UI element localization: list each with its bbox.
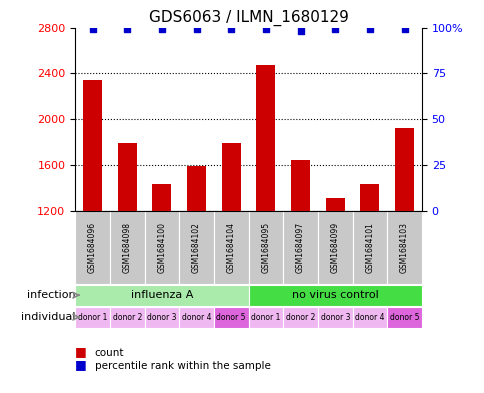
- Bar: [213, 307, 248, 328]
- Text: GSM1684100: GSM1684100: [157, 222, 166, 273]
- Text: influenza A: influenza A: [130, 290, 193, 300]
- Bar: [144, 211, 179, 284]
- Bar: [386, 211, 421, 284]
- Text: individual: individual: [21, 312, 75, 322]
- Bar: [256, 65, 275, 211]
- Bar: [352, 211, 386, 284]
- Text: GSM1684098: GSM1684098: [122, 222, 132, 273]
- Bar: [283, 307, 318, 328]
- Bar: [283, 211, 318, 284]
- Bar: [221, 143, 240, 211]
- Bar: [213, 211, 248, 284]
- Bar: [75, 307, 109, 328]
- Text: ■: ■: [75, 358, 87, 371]
- Text: no virus control: no virus control: [291, 290, 378, 300]
- Bar: [352, 307, 386, 328]
- Bar: [318, 307, 352, 328]
- Text: GSM1684102: GSM1684102: [192, 222, 201, 273]
- Text: donor 2: donor 2: [285, 313, 315, 321]
- Text: GSM1684095: GSM1684095: [261, 222, 270, 273]
- Bar: [360, 184, 378, 211]
- Bar: [386, 307, 421, 328]
- Bar: [179, 211, 213, 284]
- Text: ■: ■: [75, 345, 87, 358]
- Bar: [248, 307, 283, 328]
- Bar: [394, 129, 413, 211]
- Text: donor 5: donor 5: [389, 313, 419, 321]
- Bar: [318, 211, 352, 284]
- Bar: [75, 211, 109, 284]
- Bar: [109, 211, 144, 284]
- Bar: [290, 160, 309, 211]
- Text: GSM1684101: GSM1684101: [364, 222, 374, 273]
- Bar: [187, 166, 206, 211]
- Title: GDS6063 / ILMN_1680129: GDS6063 / ILMN_1680129: [148, 10, 348, 26]
- Bar: [248, 211, 283, 284]
- Text: donor 4: donor 4: [354, 313, 384, 321]
- Text: GSM1684097: GSM1684097: [295, 222, 304, 273]
- Text: count: count: [94, 348, 124, 358]
- Bar: [83, 80, 102, 211]
- Bar: [75, 285, 248, 306]
- Bar: [109, 307, 144, 328]
- Text: GSM1684099: GSM1684099: [330, 222, 339, 273]
- Bar: [179, 307, 213, 328]
- Text: GSM1684103: GSM1684103: [399, 222, 408, 273]
- Text: infection: infection: [27, 290, 75, 300]
- Text: donor 2: donor 2: [112, 313, 142, 321]
- Text: percentile rank within the sample: percentile rank within the sample: [94, 362, 270, 371]
- Bar: [248, 285, 421, 306]
- Bar: [325, 198, 344, 211]
- Text: GSM1684104: GSM1684104: [226, 222, 235, 273]
- Text: donor 1: donor 1: [251, 313, 280, 321]
- Bar: [118, 143, 136, 211]
- Text: donor 4: donor 4: [182, 313, 211, 321]
- Bar: [144, 307, 179, 328]
- Text: donor 3: donor 3: [320, 313, 349, 321]
- Text: donor 1: donor 1: [77, 313, 107, 321]
- Text: donor 3: donor 3: [147, 313, 176, 321]
- Text: donor 5: donor 5: [216, 313, 245, 321]
- Bar: [152, 184, 171, 211]
- Text: GSM1684096: GSM1684096: [88, 222, 97, 273]
